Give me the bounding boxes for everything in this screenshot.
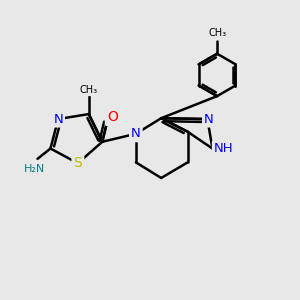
Text: N: N bbox=[204, 112, 214, 126]
Text: CH₃: CH₃ bbox=[80, 85, 98, 94]
Text: CH₃: CH₃ bbox=[208, 28, 226, 38]
Text: N: N bbox=[131, 127, 141, 140]
Text: S: S bbox=[74, 156, 82, 170]
Text: H₂N: H₂N bbox=[24, 164, 45, 174]
Text: NH: NH bbox=[214, 142, 233, 155]
Text: N: N bbox=[53, 112, 63, 126]
Text: O: O bbox=[107, 110, 118, 124]
